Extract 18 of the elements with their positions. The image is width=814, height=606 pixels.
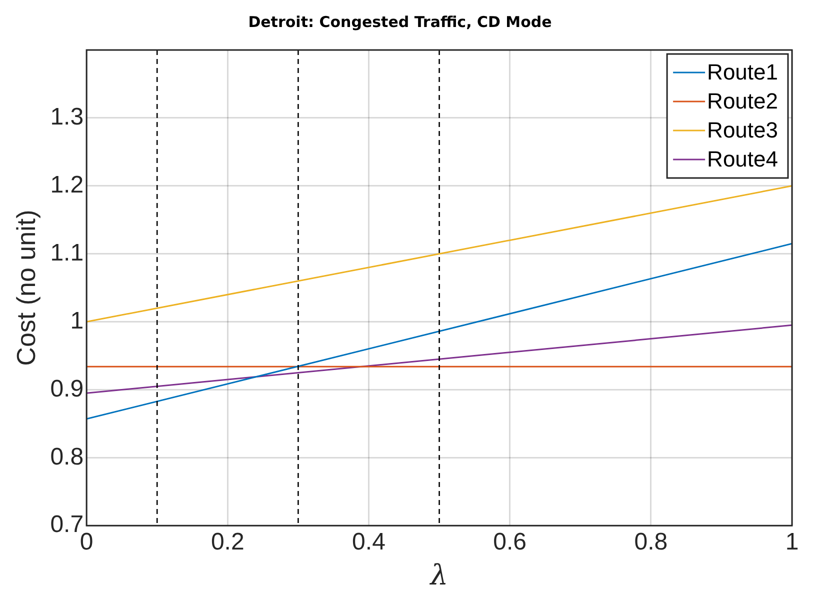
- y-axis-title: Cost (no unit): [10, 210, 41, 366]
- x-axis-title: λ: [429, 558, 448, 592]
- legend-label: Route1: [707, 60, 778, 85]
- chart-title: Detroit: Congested Traffic, CD Mode: [248, 12, 552, 31]
- x-tick-label: 0.6: [493, 528, 527, 556]
- y-tick-label: 0.9: [50, 375, 84, 402]
- y-tick-label: 1: [70, 307, 84, 334]
- x-tick-label: 0.4: [352, 528, 386, 556]
- y-tick-label: 1.1: [50, 239, 84, 266]
- y-tick-label: 0.8: [50, 443, 84, 470]
- y-tick-label: 1.3: [50, 104, 84, 131]
- x-tick-label: 0.2: [210, 528, 244, 556]
- y-tick-label: 1.2: [50, 172, 84, 199]
- legend-label: Route3: [707, 118, 778, 143]
- legend-label: Route4: [707, 146, 778, 172]
- legend-label: Route2: [707, 88, 778, 114]
- x-tick-label: 0.8: [634, 528, 668, 556]
- x-tick-label: 1: [785, 528, 799, 556]
